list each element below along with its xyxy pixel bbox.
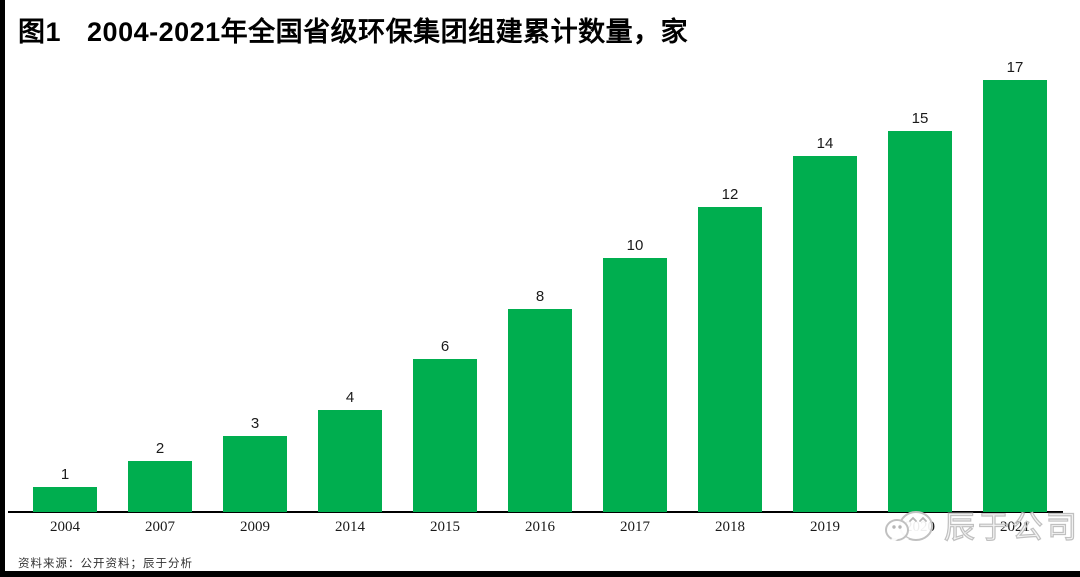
x-axis-tick-label: 2016 (525, 519, 555, 535)
bar-2014 (318, 410, 382, 512)
bar-value-label: 8 (535, 288, 545, 305)
bottom-border-rule (0, 571, 1080, 577)
x-axis-tick-label: 2015 (430, 519, 460, 535)
bar-value-label: 6 (440, 338, 450, 355)
bar-2016 (508, 309, 572, 512)
x-axis-line (8, 511, 1063, 513)
bar-value-label: 15 (911, 110, 929, 127)
chart-title-text: 2004-2021年全国省级环保集团组建累计数量，家 (87, 17, 689, 47)
bar-value-label: 3 (250, 415, 260, 432)
bar-2021 (983, 80, 1047, 512)
x-axis-tick-label: 2017 (620, 519, 650, 535)
bar-2009 (223, 436, 287, 512)
chart-title: 图1 2004-2021年全国省级环保集团组建累计数量，家 (18, 10, 688, 49)
bar-value-label: 2 (155, 440, 165, 457)
x-axis-tick-label: 2004 (50, 519, 80, 535)
bar-value-label: 1 (60, 466, 70, 483)
x-axis-tick-label: 2019 (810, 519, 840, 535)
bar-2015 (413, 359, 477, 512)
bar-value-label: 12 (721, 186, 739, 203)
source-note: 资料来源：公开资料；辰于分析 (18, 558, 193, 570)
bar-value-label: 4 (345, 389, 355, 406)
bar-2020 (888, 131, 952, 512)
x-axis-tick-label: 2009 (240, 519, 270, 535)
bar-2007 (128, 461, 192, 512)
x-axis-tick-label: 2021 (1000, 519, 1030, 535)
bar-value-label: 14 (816, 135, 834, 152)
bar-2004 (33, 487, 97, 512)
watermark-text: 辰于公司 (943, 509, 1080, 545)
figure-number: 图1 (18, 17, 62, 47)
bar-value-label: 10 (626, 237, 644, 254)
bar-2019 (793, 156, 857, 512)
bar-2018 (698, 207, 762, 512)
watermark: 辰于公司 (882, 505, 1080, 551)
bar-2017 (603, 258, 667, 512)
wechat-icon (885, 511, 933, 544)
x-axis-tick-label: 2007 (145, 519, 175, 535)
x-axis-tick-label: 2014 (335, 519, 365, 535)
bar-value-label: 17 (1006, 59, 1024, 76)
x-axis-tick-label: 2018 (715, 519, 745, 535)
left-border-rule (0, 0, 5, 577)
